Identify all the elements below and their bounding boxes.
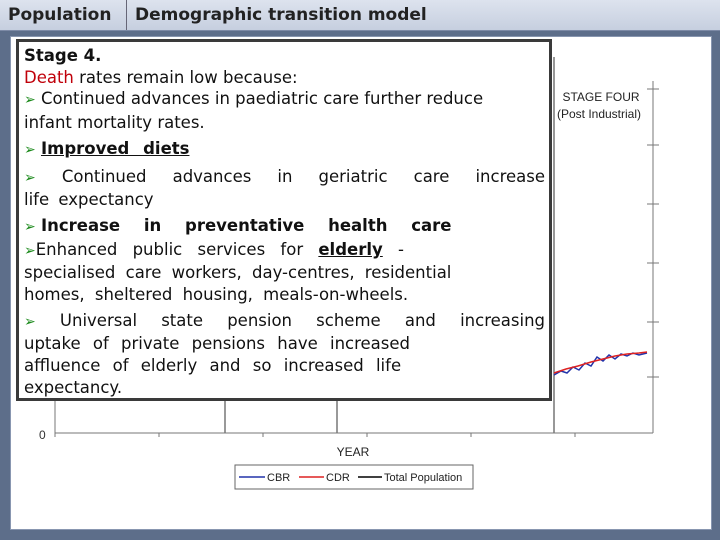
legend-box: [234, 464, 474, 490]
death-line: Death rates remain low because:: [24, 67, 545, 89]
bullet-3-cont: life expectancy: [24, 190, 154, 210]
arrow-bullet-icon: ➢: [24, 313, 36, 330]
death-word: Death: [24, 67, 74, 87]
bullet-5-cont-1: specialised care workers, day-centres, r…: [24, 263, 452, 283]
series-cbr: [553, 352, 648, 376]
bullet-5-text: Enhanced public services for: [35, 239, 304, 259]
bullet-3-text: Continued advances in geriatric care inc…: [61, 166, 546, 186]
legend-label-cbr: CBR: [267, 472, 290, 484]
legend-label-cdr: CDR: [326, 472, 350, 484]
stage-heading: Stage 4.: [24, 46, 102, 65]
stage-label: STAGE FOUR: [562, 90, 639, 104]
tab-demographic-transition-model[interactable]: Demographic transition model: [135, 5, 427, 25]
bullet-6-text: Universal state pension scheme and incre…: [59, 310, 545, 330]
bullet-5: ➢Enhanced public services for elderly -: [24, 239, 545, 263]
bullet-6-cont-2: affluence of elderly and so increased li…: [24, 356, 402, 376]
arrow-bullet-icon: ➢: [24, 169, 36, 186]
y-tick-label: 0: [39, 428, 46, 442]
bullet-3: ➢ Continued advances in geriatric care i…: [24, 166, 545, 190]
bullet-5-cont-2: homes, sheltered housing, meals-on-wheel…: [24, 285, 409, 305]
stage-4-textbox: Stage 4. Death rates remain low because:…: [16, 39, 552, 401]
death-rest: rates remain low because:: [73, 67, 298, 87]
bullet-5-elderly: elderly: [318, 239, 383, 259]
arrow-bullet-icon: ➢: [24, 242, 36, 259]
bullet-6-cont-3: expectancy.: [24, 377, 123, 397]
x-axis-label: YEAR: [337, 445, 370, 459]
bullet-2-text: Improved diets: [40, 138, 190, 158]
legend-label-total-population: Total Population: [384, 472, 462, 484]
bullet-4-text: Increase in preventative health care: [40, 215, 452, 235]
bullet-6: ➢ Universal state pension scheme and inc…: [24, 310, 545, 334]
arrow-bullet-icon: ➢: [24, 218, 36, 235]
bullet-4: ➢ Increase in preventative health care: [24, 215, 545, 239]
series-cdr: [553, 351, 648, 374]
title-bar: Population Demographic transition model: [0, 0, 720, 31]
stage-sublabel: (Post Industrial): [557, 107, 641, 121]
slide: 0 STAGE FOUR (Post Industrial) YEAR CBR …: [10, 36, 712, 530]
dtm-chart: 0 STAGE FOUR (Post Industrial) YEAR CBR …: [39, 57, 659, 490]
bullet-2: ➢ Improved diets: [24, 138, 545, 162]
bullet-1-text: Continued advances in paediatric care fu…: [40, 89, 484, 109]
bullet-1-cont: infant mortality rates.: [24, 113, 205, 133]
tab-population[interactable]: Population: [0, 0, 127, 30]
bullet-6-cont-1: uptake of private pensions have increase…: [24, 334, 411, 354]
arrow-bullet-icon: ➢: [24, 92, 36, 109]
bullet-1: ➢ Continued advances in paediatric care …: [24, 88, 545, 112]
bullet-5-dash: -: [398, 239, 404, 259]
arrow-bullet-icon: ➢: [24, 141, 36, 158]
